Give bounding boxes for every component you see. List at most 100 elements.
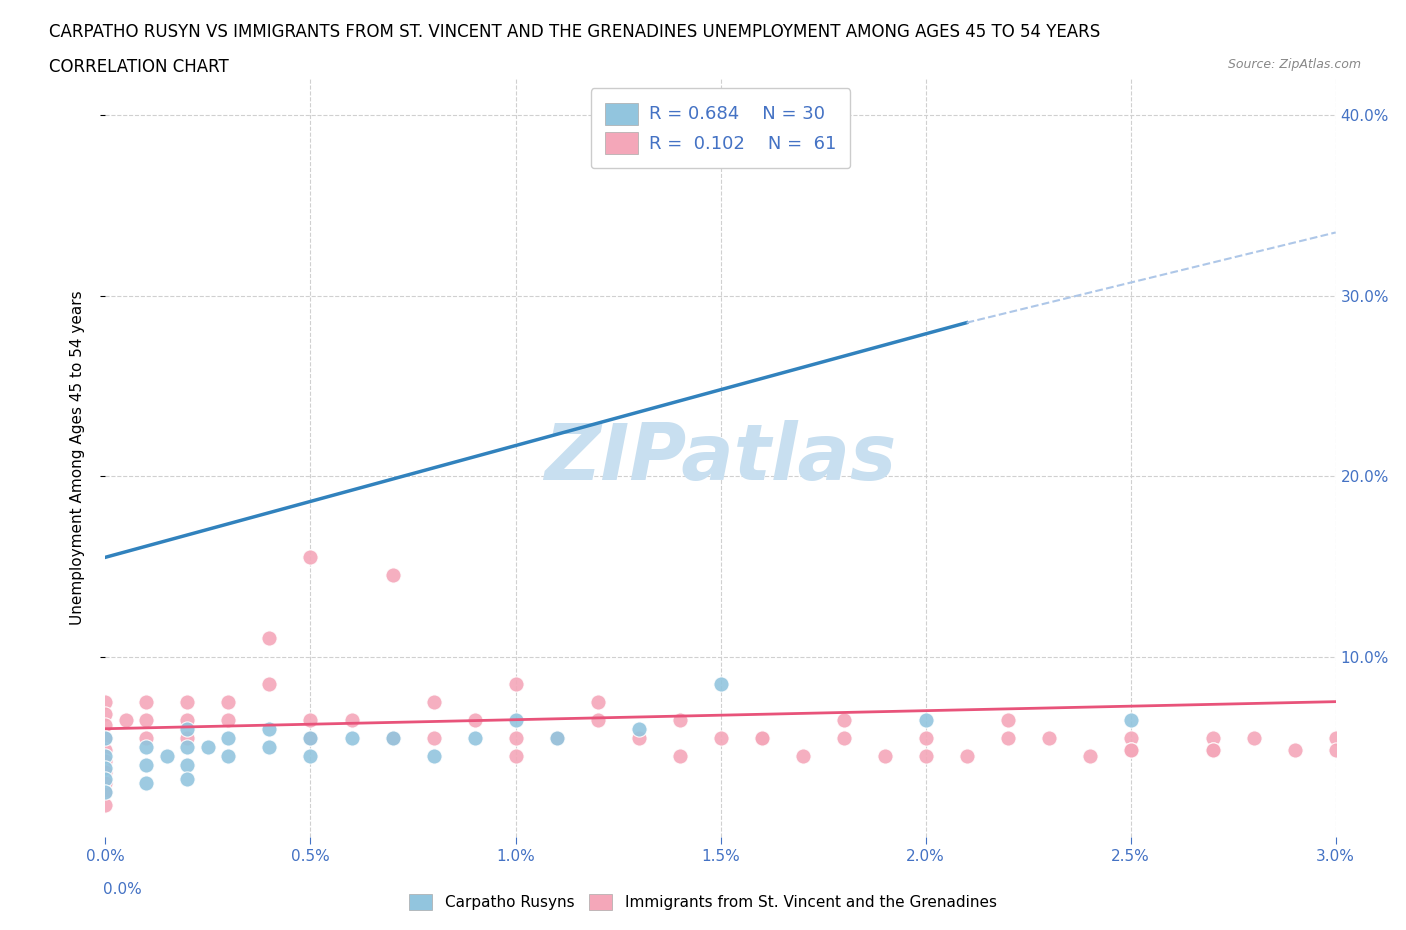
Point <box>94 749 117 764</box>
Point <box>135 739 157 754</box>
Point <box>94 764 117 779</box>
Point <box>176 772 198 787</box>
Point <box>299 730 322 745</box>
Point <box>218 694 240 709</box>
Point <box>1119 730 1142 745</box>
Point <box>299 550 322 565</box>
Point <box>176 722 198 737</box>
Point <box>1119 743 1142 758</box>
Text: ZIPatlas: ZIPatlas <box>544 420 897 496</box>
Point <box>135 712 157 727</box>
Point <box>751 730 773 745</box>
Point <box>997 712 1019 727</box>
Point <box>956 749 979 764</box>
Point <box>94 772 117 787</box>
Point <box>176 757 198 772</box>
Point <box>873 749 896 764</box>
Point <box>464 730 486 745</box>
Point <box>668 749 690 764</box>
Legend: Carpatho Rusyns, Immigrants from St. Vincent and the Grenadines: Carpatho Rusyns, Immigrants from St. Vin… <box>402 886 1004 918</box>
Point <box>1119 712 1142 727</box>
Point <box>176 739 198 754</box>
Point <box>94 784 117 799</box>
Point <box>259 722 281 737</box>
Point <box>422 749 444 764</box>
Text: CARPATHO RUSYN VS IMMIGRANTS FROM ST. VINCENT AND THE GRENADINES UNEMPLOYMENT AM: CARPATHO RUSYN VS IMMIGRANTS FROM ST. VI… <box>49 23 1101 41</box>
Point <box>914 712 936 727</box>
Point <box>710 676 733 691</box>
Point <box>299 730 322 745</box>
Point <box>751 730 773 745</box>
Point <box>94 784 117 799</box>
Point <box>94 730 117 745</box>
Point <box>1202 743 1225 758</box>
Point <box>1038 730 1060 745</box>
Point <box>832 730 855 745</box>
Point <box>546 730 568 745</box>
Point <box>197 739 219 754</box>
Point <box>1243 730 1265 745</box>
Point <box>1202 743 1225 758</box>
Point <box>668 712 690 727</box>
Point <box>94 694 117 709</box>
Point <box>340 712 363 727</box>
Point <box>135 776 157 790</box>
Point <box>176 694 198 709</box>
Point <box>259 631 281 646</box>
Point <box>914 730 936 745</box>
Y-axis label: Unemployment Among Ages 45 to 54 years: Unemployment Among Ages 45 to 54 years <box>70 291 84 625</box>
Point <box>832 712 855 727</box>
Point <box>135 694 157 709</box>
Text: CORRELATION CHART: CORRELATION CHART <box>49 58 229 75</box>
Point <box>505 676 527 691</box>
Point <box>1324 730 1347 745</box>
Point <box>94 797 117 812</box>
Point <box>1202 730 1225 745</box>
Point <box>299 749 322 764</box>
Point <box>997 730 1019 745</box>
Point <box>299 712 322 727</box>
Point <box>505 712 527 727</box>
Point <box>218 749 240 764</box>
Point <box>135 757 157 772</box>
Point <box>914 749 936 764</box>
Point <box>627 722 650 737</box>
Point <box>586 694 609 709</box>
Point <box>381 730 404 745</box>
Point <box>381 730 404 745</box>
Point <box>464 712 486 727</box>
Point <box>259 676 281 691</box>
Point <box>505 749 527 764</box>
Point <box>259 739 281 754</box>
Point <box>422 694 444 709</box>
Point <box>94 753 117 768</box>
Point <box>115 712 138 727</box>
Point <box>546 730 568 745</box>
Point <box>381 568 404 583</box>
Point <box>218 712 240 727</box>
Text: Source: ZipAtlas.com: Source: ZipAtlas.com <box>1227 58 1361 71</box>
Legend: R = 0.684    N = 30, R =  0.102    N =  61: R = 0.684 N = 30, R = 0.102 N = 61 <box>591 88 851 168</box>
Point <box>1119 743 1142 758</box>
Point <box>176 730 198 745</box>
Point <box>1284 743 1306 758</box>
Point <box>627 730 650 745</box>
Point <box>94 776 117 790</box>
Point <box>94 730 117 745</box>
Point <box>1324 743 1347 758</box>
Point <box>94 718 117 733</box>
Point <box>94 761 117 776</box>
Point <box>505 730 527 745</box>
Point <box>218 730 240 745</box>
Point <box>792 749 814 764</box>
Text: 0.0%: 0.0% <box>103 883 142 897</box>
Point <box>156 749 179 764</box>
Point <box>94 743 117 758</box>
Point <box>710 144 733 159</box>
Point <box>94 707 117 722</box>
Point <box>710 730 733 745</box>
Point <box>135 730 157 745</box>
Point <box>176 712 198 727</box>
Point <box>586 712 609 727</box>
Point <box>1078 749 1101 764</box>
